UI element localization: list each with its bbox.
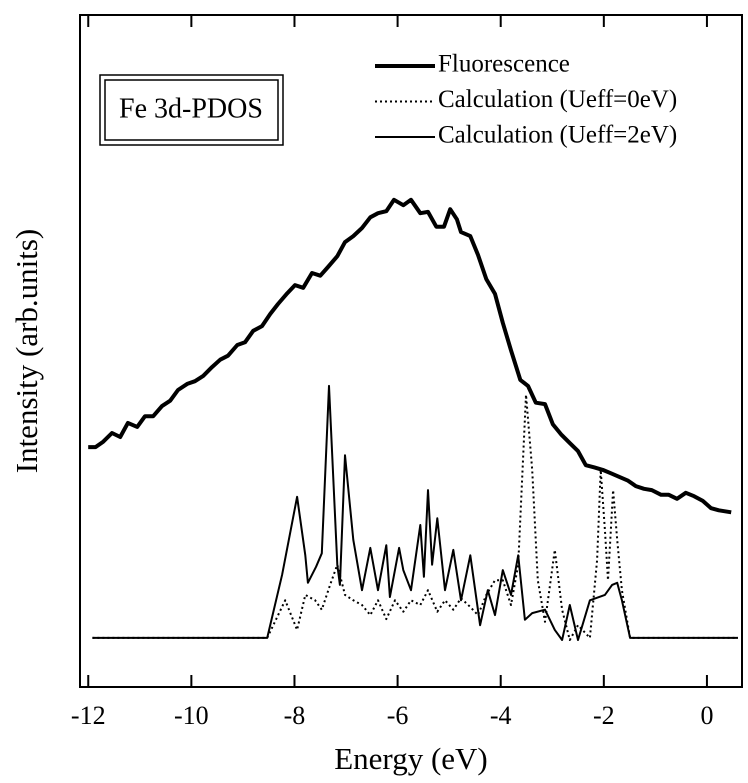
data-line: [92, 393, 738, 641]
x-tick-label: -2: [593, 701, 615, 730]
legend-label: Calculation (Ueff=0eV): [438, 86, 677, 113]
legend-label: Fluorescence: [438, 51, 570, 78]
legend-label: Calculation (Ueff=2eV): [438, 122, 677, 149]
x-tick-label: -8: [284, 701, 306, 730]
x-tick-label: -6: [387, 701, 409, 730]
annotation-box-outer: [99, 74, 284, 146]
annotation: Fe 3d-PDOS: [119, 93, 263, 124]
x-tick-label: -12: [71, 701, 106, 730]
data-line: [88, 197, 732, 515]
x-tick-label: -4: [490, 701, 512, 730]
y-axis-label: Intensity (arb.units): [9, 229, 44, 474]
x-axis-label: Energy (eV): [334, 741, 488, 776]
data-line: [92, 384, 738, 641]
x-tick-label: 0: [700, 701, 713, 730]
plot-frame: [79, 14, 743, 688]
annotation-box-inner: [104, 79, 279, 141]
x-tick-label: -10: [174, 701, 209, 730]
